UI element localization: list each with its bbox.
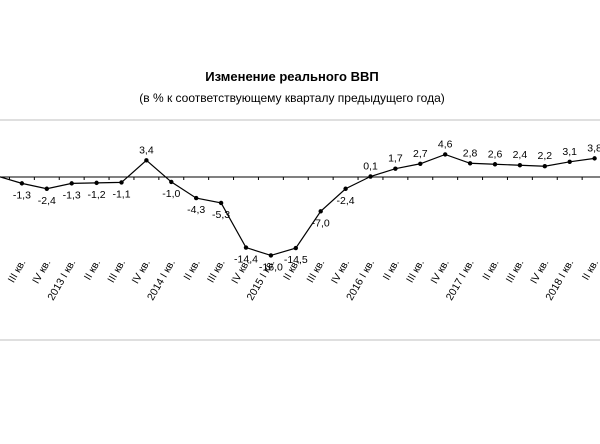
data-label: -4,3 — [187, 204, 205, 216]
data-label: -5,3 — [212, 209, 230, 221]
data-point — [19, 181, 25, 186]
x-tick-label: III кв. — [6, 258, 29, 285]
x-tick-label: III кв. — [404, 258, 427, 285]
x-tick-label: II кв. — [82, 258, 103, 283]
data-point — [318, 209, 323, 214]
data-point — [592, 156, 597, 161]
data-label: -1,3 — [63, 189, 81, 201]
data-label: 2,6 — [488, 148, 503, 160]
data-label: 2,8 — [463, 147, 478, 159]
chart-title: Изменение реального ВВП — [205, 69, 378, 84]
x-tick-label: IV кв. — [428, 258, 451, 286]
data-label: 2,2 — [537, 150, 552, 162]
x-tick-label: II кв. — [580, 258, 600, 283]
data-point — [393, 166, 398, 171]
x-tick-label: III кв. — [305, 258, 328, 285]
data-point — [517, 163, 523, 168]
data-point — [268, 253, 274, 258]
x-tick-label: IV кв. — [229, 258, 252, 286]
data-label: -7,0 — [312, 217, 330, 229]
data-label: 0,1 — [363, 161, 378, 173]
data-point — [467, 161, 473, 166]
data-label: 2,4 — [513, 149, 528, 161]
data-point — [119, 180, 124, 185]
data-point — [194, 195, 199, 201]
data-point — [542, 164, 547, 169]
data-label: -2,4 — [38, 195, 56, 207]
data-point — [567, 159, 572, 165]
x-tick-label: III кв. — [205, 258, 228, 285]
data-label: 3,4 — [139, 144, 154, 156]
data-point — [69, 181, 74, 186]
data-point — [94, 180, 99, 186]
data-label: -1,1 — [112, 188, 130, 200]
data-point — [368, 174, 373, 179]
data-point — [343, 186, 348, 191]
data-point — [293, 245, 298, 251]
data-label: 4,6 — [438, 138, 453, 150]
data-label: -1,3 — [13, 189, 31, 201]
data-point — [443, 152, 448, 157]
data-label: -2,4 — [337, 195, 355, 207]
data-label: -1,2 — [88, 189, 106, 201]
data-label: -14,5 — [284, 254, 308, 266]
x-tick-label: II кв. — [480, 258, 501, 283]
series-line — [0, 153, 595, 257]
data-point — [218, 200, 224, 206]
x-tick-label: II кв. — [381, 258, 402, 283]
x-tick-label: III кв. — [504, 258, 527, 285]
data-point — [243, 245, 249, 250]
chart-subtitle: (в % к соответствующему кварталу предыду… — [139, 91, 445, 105]
data-label: -1,0 — [162, 188, 180, 200]
x-tick-label: IV кв. — [329, 258, 352, 286]
data-label: -16,0 — [259, 261, 283, 273]
x-tick-label: II кв. — [181, 258, 202, 283]
data-label: -14,4 — [234, 254, 258, 266]
x-tick-label: III кв. — [105, 258, 128, 285]
data-label: 3,8 — [587, 142, 600, 154]
data-label: 2,7 — [413, 148, 428, 160]
data-label: 1,7 — [388, 153, 403, 165]
x-tick-label: IV кв. — [130, 258, 153, 286]
x-tick-label: IV кв. — [528, 258, 551, 286]
data-point — [144, 158, 149, 163]
data-point — [492, 162, 498, 167]
data-point — [169, 179, 174, 185]
data-point — [418, 161, 423, 166]
x-tick-label: IV кв. — [30, 258, 53, 286]
data-point — [44, 186, 49, 191]
data-label: 3,1 — [562, 146, 577, 158]
